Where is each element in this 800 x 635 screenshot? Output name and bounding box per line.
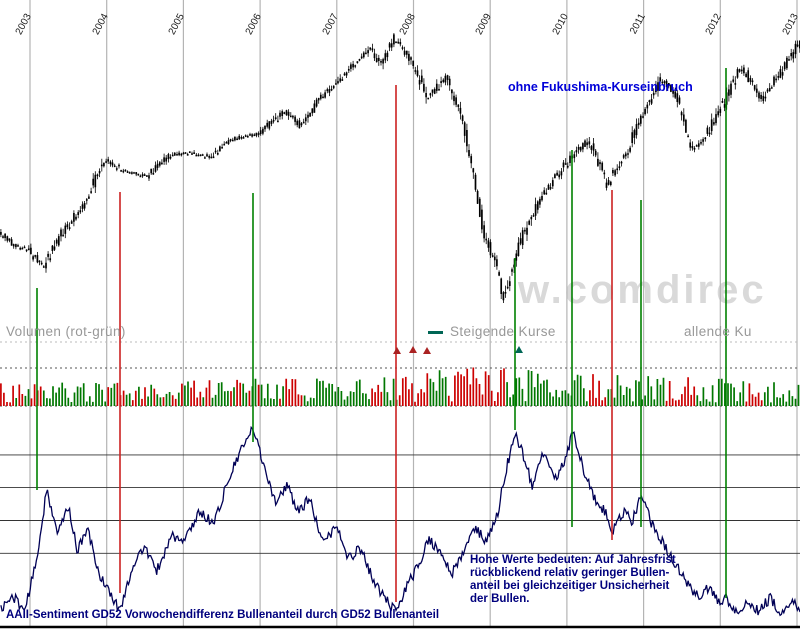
arrow-marker-3 bbox=[515, 346, 523, 353]
arrow-marker-2 bbox=[423, 347, 431, 354]
volume-panel-title: Volumen (rot-grün) bbox=[6, 324, 126, 339]
hohe-werte-line-4: der Bullen. bbox=[470, 593, 530, 605]
hohe-werte-annotation: Hohe Werte bedeuten: Auf Jahresfrist rüc… bbox=[470, 554, 676, 606]
arrow-marker-0 bbox=[393, 347, 401, 354]
year-gridlines bbox=[29, 0, 798, 628]
hohe-werte-line-2: rückblickend relativ geringer Bullen- bbox=[470, 567, 670, 579]
sentiment-polyline bbox=[0, 425, 800, 617]
marker-lines bbox=[36, 68, 727, 602]
year-gridline-path bbox=[29, 0, 798, 628]
sentiment-line bbox=[0, 425, 800, 617]
falling-prices-legend-label-truncated: allende Ku bbox=[684, 324, 752, 339]
sentiment-caption: AAII-Sentiment GD52 Vorwochendifferenz B… bbox=[6, 609, 440, 621]
hohe-werte-line-1: Hohe Werte bedeuten: Auf Jahresfrist bbox=[470, 554, 676, 566]
volume-bars-falling bbox=[0, 367, 763, 406]
volume-bars bbox=[0, 367, 800, 406]
candlestick-series bbox=[0, 33, 800, 303]
arrow-markers bbox=[393, 346, 523, 354]
fukushima-annotation: ohne Fukushima-Kurseinbruch bbox=[508, 80, 693, 94]
rising-prices-legend-swatch bbox=[428, 331, 443, 334]
sentiment-gridline-path bbox=[0, 454, 800, 554]
candle-bodies bbox=[0, 34, 800, 301]
sentiment-gridlines bbox=[0, 454, 800, 554]
arrow-marker-1 bbox=[409, 346, 417, 353]
rising-prices-legend-label: Steigende Kurse bbox=[450, 324, 556, 339]
volume-bars-rising bbox=[15, 370, 800, 406]
hohe-werte-line-3: anteil bei gleichzeitiger Unsicherheit bbox=[470, 580, 670, 592]
